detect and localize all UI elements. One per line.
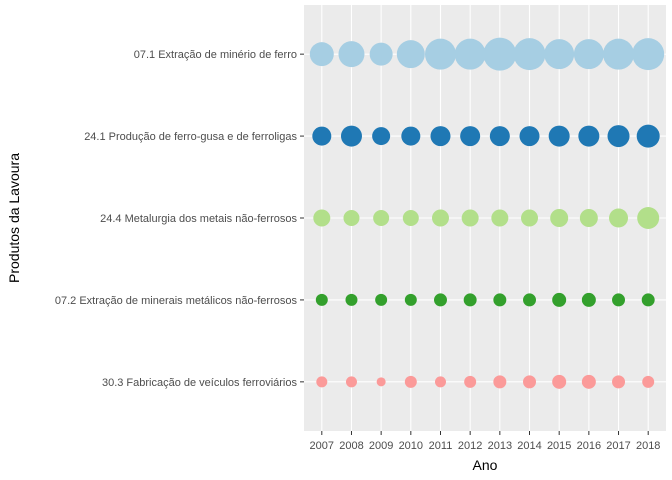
x-tick-label: 2012	[458, 440, 482, 452]
x-tick-label: 2007	[310, 440, 334, 452]
y-tick-label: 24.4 Metalurgia dos metais não-ferrosos	[100, 213, 297, 225]
data-point	[581, 292, 596, 307]
data-point	[552, 292, 567, 307]
x-axis-ticks: 2007 2008 2009 2010 2011 2012 2013 2014 2015 2016…	[310, 431, 660, 452]
x-tick-label: 2017	[606, 440, 630, 452]
y-tick-label: 07.1 Extração de minério de ferro	[134, 49, 297, 61]
data-point	[464, 375, 477, 388]
data-point	[338, 41, 365, 68]
data-point	[313, 209, 331, 227]
y-tick-label: 24.1 Produção de ferro-gusa e de ferroli…	[84, 131, 297, 143]
data-point	[609, 208, 629, 228]
data-point	[434, 376, 446, 388]
data-point	[513, 38, 546, 71]
data-point	[523, 375, 537, 389]
x-tick-label: 2009	[369, 440, 393, 452]
data-point	[632, 38, 665, 71]
data-point	[343, 210, 360, 226]
data-point	[581, 374, 596, 389]
data-point	[489, 126, 510, 147]
data-point	[402, 210, 419, 226]
x-axis-title: Ano	[473, 457, 498, 473]
data-point	[375, 293, 388, 306]
data-point	[519, 126, 540, 147]
data-point	[636, 124, 660, 148]
x-tick-label: 2016	[577, 440, 601, 452]
data-point	[404, 375, 417, 388]
data-point	[579, 209, 598, 227]
data-point	[612, 375, 626, 389]
data-point	[483, 37, 517, 71]
data-point	[493, 293, 507, 307]
data-point	[603, 38, 635, 70]
data-point	[424, 38, 456, 70]
data-point	[312, 126, 332, 146]
x-tick-label: 2014	[517, 440, 541, 452]
data-point	[396, 40, 425, 69]
y-axis-ticks: 07.1 Extração de minério de ferro 24.1 Pr…	[55, 49, 304, 389]
x-tick-label: 2015	[547, 440, 571, 452]
data-point	[573, 39, 604, 70]
data-point	[369, 42, 393, 66]
data-point	[315, 293, 328, 306]
data-point	[340, 125, 362, 147]
data-point	[376, 377, 386, 387]
data-point	[461, 209, 479, 227]
data-point	[373, 210, 390, 226]
data-point	[460, 126, 481, 147]
data-point	[552, 374, 567, 389]
x-tick-label: 2011	[429, 440, 453, 452]
y-axis-title: Produtos da Lavoura	[6, 153, 22, 283]
data-point	[454, 38, 486, 70]
data-point	[607, 125, 630, 148]
data-point	[641, 293, 655, 307]
data-point	[463, 293, 477, 307]
data-point	[401, 126, 421, 146]
data-point	[523, 293, 537, 307]
x-tick-label: 2018	[636, 440, 660, 452]
y-tick-label: 07.2 Extração de minerais metálicos não-…	[55, 295, 298, 307]
data-point	[493, 375, 507, 389]
x-tick-label: 2013	[488, 440, 512, 452]
data-point	[431, 209, 449, 227]
data-point	[345, 376, 357, 388]
data-point	[430, 126, 451, 147]
data-points	[309, 37, 665, 389]
data-point	[433, 293, 447, 307]
data-point	[544, 39, 575, 70]
data-point	[521, 209, 539, 227]
y-tick-label: 30.3 Fabricação de veículos ferroviários	[102, 377, 298, 389]
data-point	[491, 209, 509, 227]
data-point	[316, 376, 328, 388]
data-point	[578, 125, 600, 147]
data-point	[612, 293, 626, 307]
data-point	[637, 207, 660, 229]
x-tick-label: 2008	[339, 440, 363, 452]
data-point	[642, 375, 655, 388]
data-point	[345, 293, 358, 306]
data-point	[550, 209, 569, 227]
data-point	[372, 127, 391, 146]
x-tick-label: 2010	[399, 440, 423, 452]
data-point	[404, 293, 417, 306]
data-point	[548, 125, 570, 147]
data-point	[309, 42, 334, 67]
